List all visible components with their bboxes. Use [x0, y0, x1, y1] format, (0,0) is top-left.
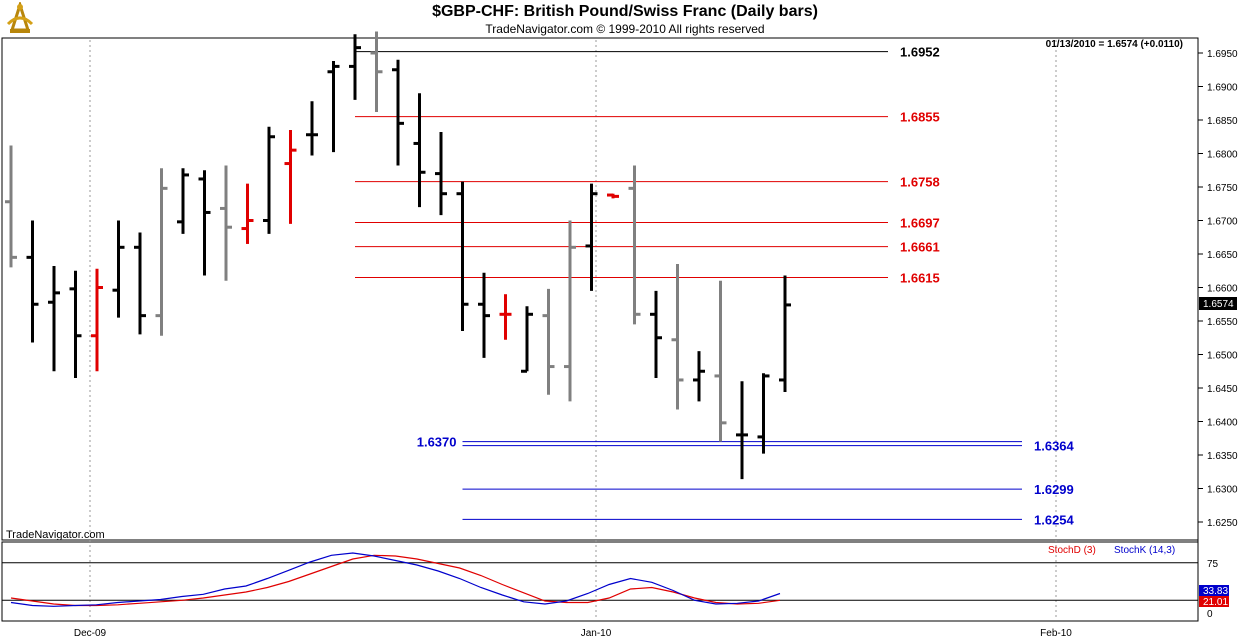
stochastic-tick-label: 0	[1207, 609, 1213, 620]
price-level-label: 1.6370	[417, 435, 457, 450]
ohlc-bar	[306, 101, 318, 156]
price-level-label: 1.6615	[900, 270, 940, 285]
legend-stochd: StochD (3)	[1048, 545, 1096, 556]
stochastic-series-line	[10, 552, 781, 607]
ohlc-bar	[650, 290, 662, 378]
price-level-label: 1.6661	[900, 240, 940, 255]
stochastic-lines	[10, 552, 781, 607]
gridlines	[89, 40, 1057, 620]
ohlc-bar	[284, 130, 297, 224]
ohlc-bar	[198, 170, 211, 276]
price-tick-label: 1.6800	[1207, 150, 1238, 161]
ohlc-bar	[542, 288, 555, 395]
ohlc-bar	[736, 381, 748, 480]
legend-stochk: StochK (14,3)	[1114, 545, 1175, 556]
ohlc-bar	[757, 373, 770, 454]
stochastic-reference-lines	[2, 562, 1198, 601]
stochk-value-label: 33.83	[1203, 586, 1228, 597]
price-tick-label: 1.6500	[1207, 351, 1238, 362]
ohlc-bar	[607, 193, 619, 199]
price-level-label: 1.6299	[1034, 482, 1074, 497]
ohlc-bar	[91, 268, 103, 372]
ohlc-bar	[241, 183, 254, 244]
price-tick-label: 1.6850	[1207, 116, 1238, 127]
ohlc-bar	[413, 93, 426, 208]
stochastic-tick-label: 75	[1207, 559, 1219, 570]
chart-title: $GBP-CHF: British Pound/Swiss Franc (Dai…	[432, 3, 818, 20]
last-price-label: 1.6574	[1203, 299, 1234, 310]
price-level-label: 1.6364	[1034, 439, 1075, 454]
indicator-panel-frame	[1, 541, 1199, 622]
ohlc-bar	[26, 220, 39, 343]
price-level-label: 1.6697	[900, 216, 940, 231]
last-price-badge	[1199, 297, 1237, 310]
price-level-label: 1.6758	[900, 175, 940, 190]
date-tick-label: Feb-10	[1040, 628, 1072, 639]
price-tick-label: 1.6750	[1207, 183, 1238, 194]
price-tick-label: 1.6250	[1207, 518, 1238, 529]
copyright-text: TradeNavigator.com © 1999-2010 All right…	[485, 22, 765, 36]
price-tick-label: 1.6450	[1207, 384, 1238, 395]
price-tick-label: 1.6350	[1207, 451, 1238, 462]
price-tick-label: 1.6400	[1207, 418, 1238, 429]
ohlc-bar	[48, 266, 60, 372]
ohlc-bar	[327, 61, 340, 153]
price-tick-label: 1.6600	[1207, 284, 1238, 295]
price-tick-label: 1.6700	[1207, 217, 1238, 228]
stochd-value-label: 21.01	[1203, 597, 1228, 608]
price-panel-frame	[1, 37, 1199, 541]
price-level-label: 1.6855	[900, 110, 940, 125]
price-tick-label: 1.6550	[1207, 317, 1238, 328]
ohlc-bar	[370, 31, 383, 112]
ohlc-bar	[671, 264, 684, 410]
ohlc-bar	[435, 132, 447, 216]
ohlc-bar	[155, 168, 168, 336]
ohlc-bars	[5, 31, 791, 480]
ohlc-bar	[779, 275, 791, 393]
watermark-text: TradeNavigator.com	[6, 529, 105, 541]
stochd-value-badge	[1199, 596, 1229, 607]
ohlc-bar	[521, 306, 533, 373]
date-tick-label: Jan-10	[581, 628, 612, 639]
ohlc-bar	[693, 351, 705, 402]
price-level-label: 1.6254	[1034, 512, 1075, 527]
last-bar-info: 01/13/2010 = 1.6574 (+0.0110)	[1046, 39, 1183, 50]
date-axis-ticks: Dec-09 Jan-10 Feb-10	[74, 628, 1072, 639]
price-axis-ticks: 1.6950 1.6900 1.6850 1.6800 1.6750 1.6700 1.66…	[1198, 49, 1238, 529]
price-levels: 1.6952 1.6855 1.6758 1.6697 1.6661 1.6615 1.63…	[355, 45, 1075, 527]
ohlc-bar	[349, 34, 361, 100]
ohlc-bar	[628, 165, 641, 325]
price-tick-label: 1.6650	[1207, 250, 1238, 261]
ohlc-bar	[220, 165, 232, 281]
ohlc-bar	[499, 294, 512, 340]
stochastic-series-line	[10, 554, 781, 607]
price-tick-label: 1.6900	[1207, 83, 1238, 94]
ohlc-bar	[177, 168, 189, 234]
compass-sextant-icon	[6, 2, 34, 33]
ohlc-bar	[5, 145, 17, 268]
ohlc-bar	[585, 183, 598, 291]
ohlc-bar	[263, 126, 275, 234]
stochk-value-badge	[1199, 585, 1229, 596]
date-tick-label: Dec-09	[74, 628, 107, 639]
ohlc-bar	[456, 181, 469, 332]
stochastic-axis-ticks: 75 0	[1207, 559, 1219, 620]
ohlc-bar	[392, 59, 404, 166]
price-tick-label: 1.6300	[1207, 485, 1238, 496]
ohlc-bar	[478, 272, 490, 358]
ohlc-bar	[714, 280, 727, 442]
ohlc-bar	[564, 220, 576, 402]
price-tick-label: 1.6950	[1207, 49, 1238, 60]
ohlc-bar	[112, 220, 125, 318]
price-level-label: 1.6952	[900, 45, 940, 60]
ohlc-bar	[134, 232, 146, 335]
ohlc-bar	[69, 270, 82, 378]
